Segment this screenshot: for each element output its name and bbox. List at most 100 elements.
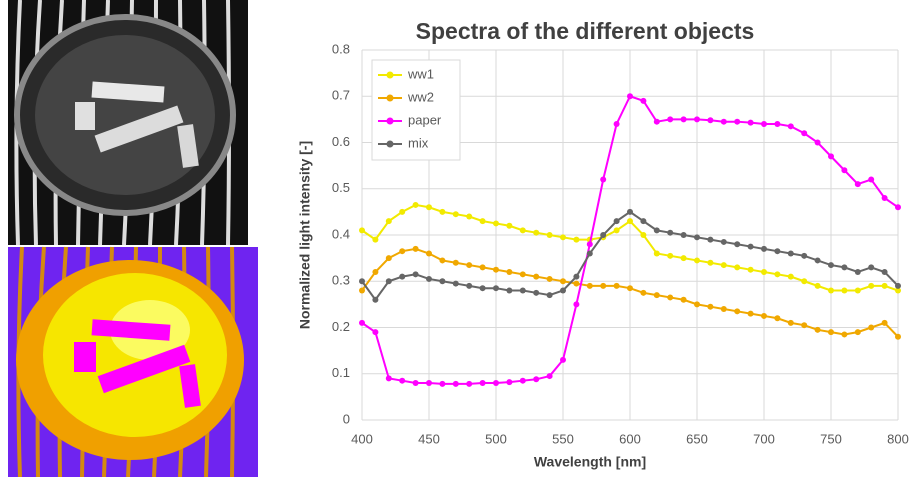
data-point [720, 306, 727, 312]
data-point [466, 262, 473, 269]
data-point [466, 282, 473, 289]
data-point [734, 241, 741, 248]
data-point [841, 331, 848, 338]
data-point [761, 269, 767, 275]
y-tick-label: 0 [343, 411, 350, 426]
data-point [519, 377, 526, 384]
data-point [895, 287, 901, 294]
data-point [667, 252, 674, 259]
data-point [506, 379, 513, 386]
data-point [560, 278, 566, 285]
data-point [493, 220, 499, 227]
data-point [774, 248, 781, 255]
data-point [439, 208, 446, 215]
data-point [868, 176, 875, 183]
data-point [747, 243, 754, 250]
data-point [747, 310, 754, 317]
data-point [694, 116, 700, 123]
data-point [546, 275, 553, 282]
data-point [881, 319, 888, 326]
data-point [734, 264, 741, 271]
data-point [694, 257, 700, 264]
data-point [533, 376, 540, 383]
data-point [627, 93, 633, 100]
legend-label: ww1 [407, 66, 434, 81]
data-point [814, 139, 821, 146]
y-tick-label: 0.1 [332, 365, 350, 380]
data-point [667, 116, 674, 123]
data-point [586, 250, 593, 257]
data-point [412, 201, 419, 208]
data-point [854, 269, 861, 275]
x-tick-label: 400 [351, 431, 373, 446]
grayscale-photo [8, 0, 248, 246]
data-point [479, 380, 486, 386]
data-point [426, 250, 432, 257]
data-point [479, 264, 486, 271]
data-point [493, 380, 499, 386]
x-tick-label: 800 [887, 431, 909, 446]
data-point [586, 282, 593, 289]
y-axis-label: Normalized light intensity [-] [297, 141, 313, 329]
data-point [801, 252, 808, 259]
data-point [854, 181, 861, 188]
data-point [412, 271, 419, 278]
data-point [493, 285, 499, 292]
x-tick-label: 500 [485, 431, 507, 446]
x-tick-label: 600 [619, 431, 641, 446]
data-point [734, 308, 741, 315]
data-point [546, 232, 553, 238]
data-point [868, 264, 875, 271]
data-point [868, 282, 875, 289]
data-point [761, 121, 767, 127]
data-point [439, 380, 446, 387]
data-point [828, 287, 834, 294]
data-point [399, 248, 406, 255]
data-point [640, 218, 647, 225]
x-tick-label: 650 [686, 431, 708, 446]
legend-marker [386, 140, 394, 148]
data-point [519, 227, 526, 234]
data-point [479, 218, 486, 225]
data-point [868, 324, 875, 331]
data-point [439, 257, 446, 264]
data-point [747, 266, 754, 273]
data-point [814, 257, 821, 264]
data-point [399, 208, 406, 215]
data-point [412, 380, 419, 386]
data-point [895, 282, 901, 289]
data-point [546, 292, 553, 299]
data-point [613, 227, 620, 234]
legend-label: ww2 [407, 89, 434, 104]
data-point [640, 97, 647, 104]
y-tick-label: 0.4 [332, 226, 350, 241]
data-point [533, 289, 540, 296]
y-tick-label: 0.2 [332, 319, 350, 334]
data-point [627, 218, 633, 225]
data-point [841, 167, 848, 174]
data-point [627, 208, 633, 215]
data-point [667, 229, 674, 236]
data-point [814, 282, 821, 289]
data-point [452, 280, 459, 287]
data-point [466, 380, 473, 387]
data-point [600, 282, 607, 289]
data-point [787, 319, 794, 326]
data-point [707, 303, 714, 310]
data-point [493, 266, 499, 273]
legend-label: paper [408, 112, 442, 127]
data-point [774, 121, 781, 127]
false-color-image [8, 246, 258, 477]
data-point [600, 176, 607, 183]
data-point [747, 119, 754, 126]
data-point [466, 213, 473, 220]
x-tick-label: 550 [552, 431, 574, 446]
data-point [613, 282, 620, 289]
data-point [359, 319, 365, 326]
data-point [694, 234, 700, 241]
data-point [854, 287, 861, 294]
data-point [627, 285, 633, 292]
data-point [399, 377, 406, 384]
data-point [613, 218, 620, 225]
legend-label: mix [408, 135, 429, 150]
